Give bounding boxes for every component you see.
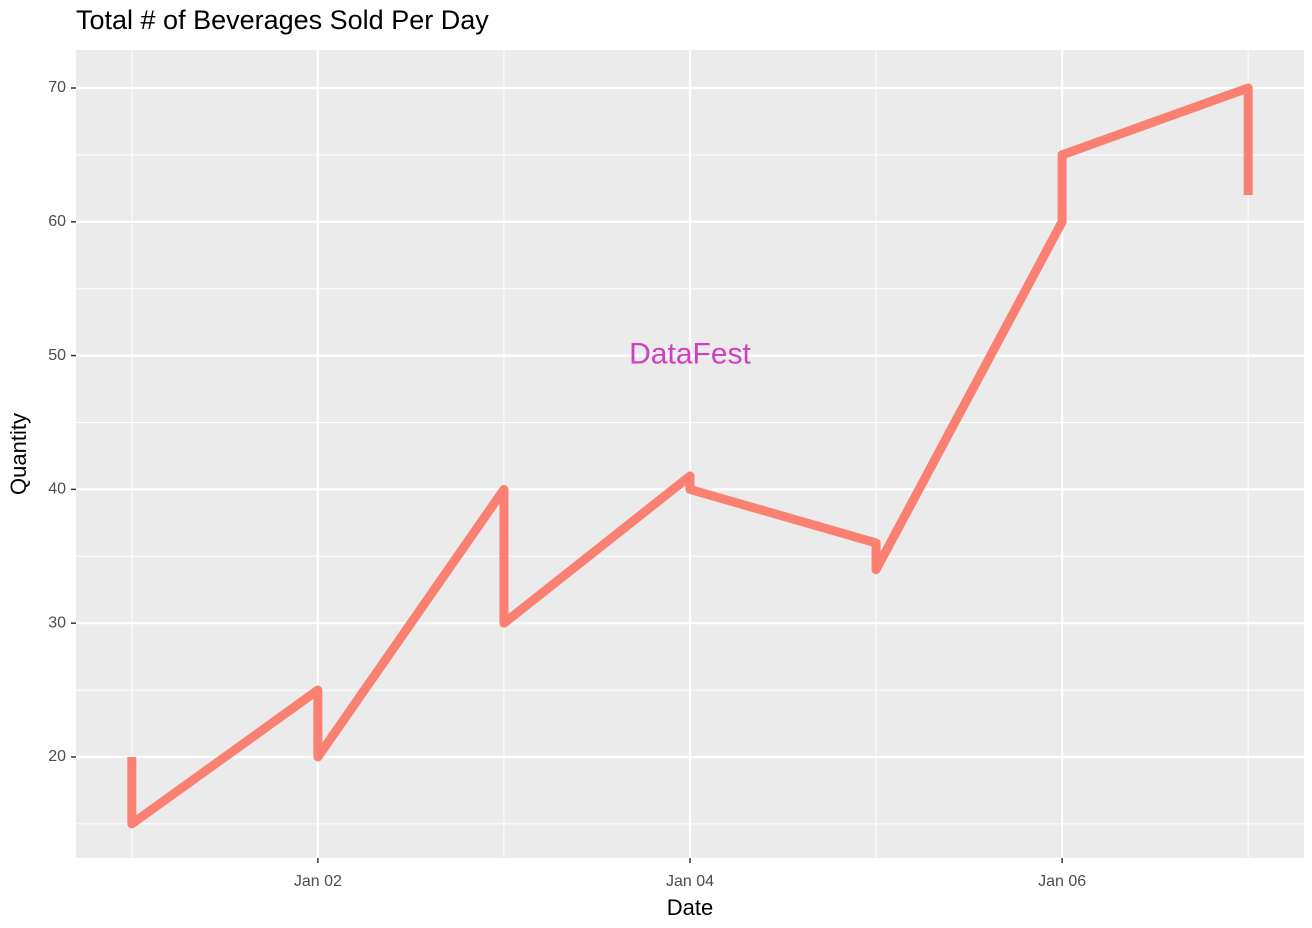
x-axis-title: Date <box>667 895 713 920</box>
y-tick-label: 30 <box>48 614 66 631</box>
x-tick-label: Jan 04 <box>666 873 714 890</box>
chart-title: Total # of Beverages Sold Per Day <box>76 5 489 35</box>
x-tick-label: Jan 06 <box>1038 873 1086 890</box>
data-line <box>127 83 1253 829</box>
y-tick-label: 50 <box>48 347 66 364</box>
y-tick-label: 70 <box>48 79 66 96</box>
x-tick-label: Jan 02 <box>294 873 342 890</box>
annotation: DataFest <box>629 338 751 371</box>
y-tick-label: 60 <box>48 213 66 230</box>
y-axis-title: Quantity <box>6 413 31 495</box>
y-tick-label: 20 <box>48 748 66 765</box>
y-tick-label: 40 <box>48 481 66 498</box>
